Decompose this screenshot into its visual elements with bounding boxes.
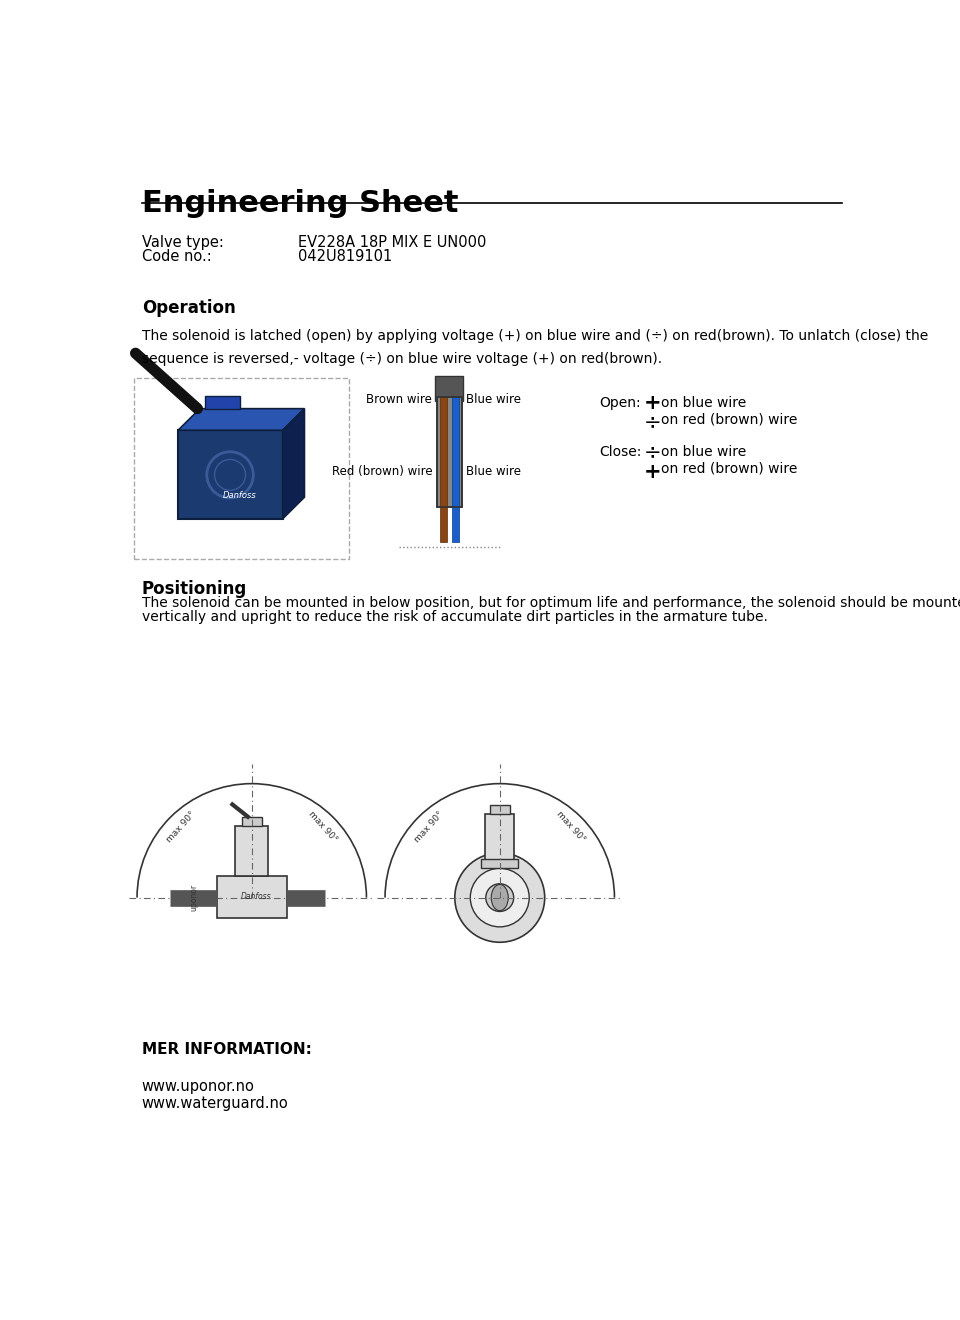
Text: Red (brown) wire: Red (brown) wire: [332, 465, 432, 478]
Bar: [481, 859, 518, 869]
Ellipse shape: [492, 884, 508, 911]
Text: max 90°: max 90°: [413, 809, 444, 845]
Text: MER INFORMATION:: MER INFORMATION:: [142, 1043, 312, 1057]
Text: on blue wire: on blue wire: [660, 445, 746, 459]
Polygon shape: [179, 430, 283, 519]
Text: Open:: Open:: [599, 396, 640, 409]
Text: Code no.:: Code no.:: [142, 249, 211, 264]
Bar: [440, 397, 447, 543]
Text: ÷: ÷: [644, 412, 661, 433]
Text: vertically and upright to reduce the risk of accumulate dirt particles in the ar: vertically and upright to reduce the ris…: [142, 610, 768, 623]
Text: on red (brown) wire: on red (brown) wire: [660, 412, 798, 426]
Polygon shape: [179, 409, 304, 430]
Text: sequence is reversed,- voltage (÷) on blue wire voltage (+) on red(brown).: sequence is reversed,- voltage (÷) on bl…: [142, 352, 661, 367]
Text: Danfoss: Danfoss: [223, 491, 256, 500]
Text: Operation: Operation: [142, 298, 235, 317]
Circle shape: [470, 869, 529, 927]
Circle shape: [455, 853, 544, 942]
Text: www.uponor.no: www.uponor.no: [142, 1080, 254, 1094]
Bar: [437, 397, 462, 507]
Bar: [217, 876, 287, 919]
Text: Blue wire: Blue wire: [467, 393, 521, 407]
Text: max 90°: max 90°: [555, 809, 588, 845]
Text: max 90°: max 90°: [306, 809, 339, 845]
Text: The solenoid is latched (open) by applying voltage (+) on blue wire and (÷) on r: The solenoid is latched (open) by applyi…: [142, 330, 928, 343]
Text: Valve type:: Valve type:: [142, 235, 224, 251]
Text: uponor: uponor: [189, 884, 198, 911]
Text: Blue wire: Blue wire: [467, 465, 521, 478]
Bar: [205, 396, 240, 409]
Text: www.waterguard.no: www.waterguard.no: [142, 1096, 288, 1111]
Text: Danfoss: Danfoss: [240, 891, 271, 900]
Bar: [485, 814, 515, 861]
Bar: [134, 378, 349, 558]
Text: Engineering Sheet: Engineering Sheet: [142, 189, 458, 218]
Text: EV228A 18P MIX E UN000: EV228A 18P MIX E UN000: [299, 235, 487, 251]
Text: on red (brown) wire: on red (brown) wire: [660, 462, 798, 475]
Circle shape: [486, 884, 514, 911]
Text: The solenoid can be mounted in below position, but for optimum life and performa: The solenoid can be mounted in below pos…: [142, 595, 960, 610]
Text: max 90°: max 90°: [164, 809, 197, 845]
Bar: [242, 817, 262, 826]
Bar: [490, 805, 510, 814]
Text: on blue wire: on blue wire: [660, 396, 746, 409]
Polygon shape: [283, 409, 304, 519]
Bar: [452, 397, 459, 543]
Text: Brown wire: Brown wire: [367, 393, 432, 407]
Bar: [437, 397, 462, 507]
Text: +: +: [644, 462, 661, 482]
Text: ÷: ÷: [644, 442, 661, 462]
Text: Close:: Close:: [599, 445, 641, 459]
Bar: [235, 826, 268, 876]
Bar: [436, 376, 464, 401]
Text: 042U819101: 042U819101: [299, 249, 393, 264]
Text: +: +: [644, 393, 661, 413]
Text: Positioning: Positioning: [142, 581, 247, 598]
